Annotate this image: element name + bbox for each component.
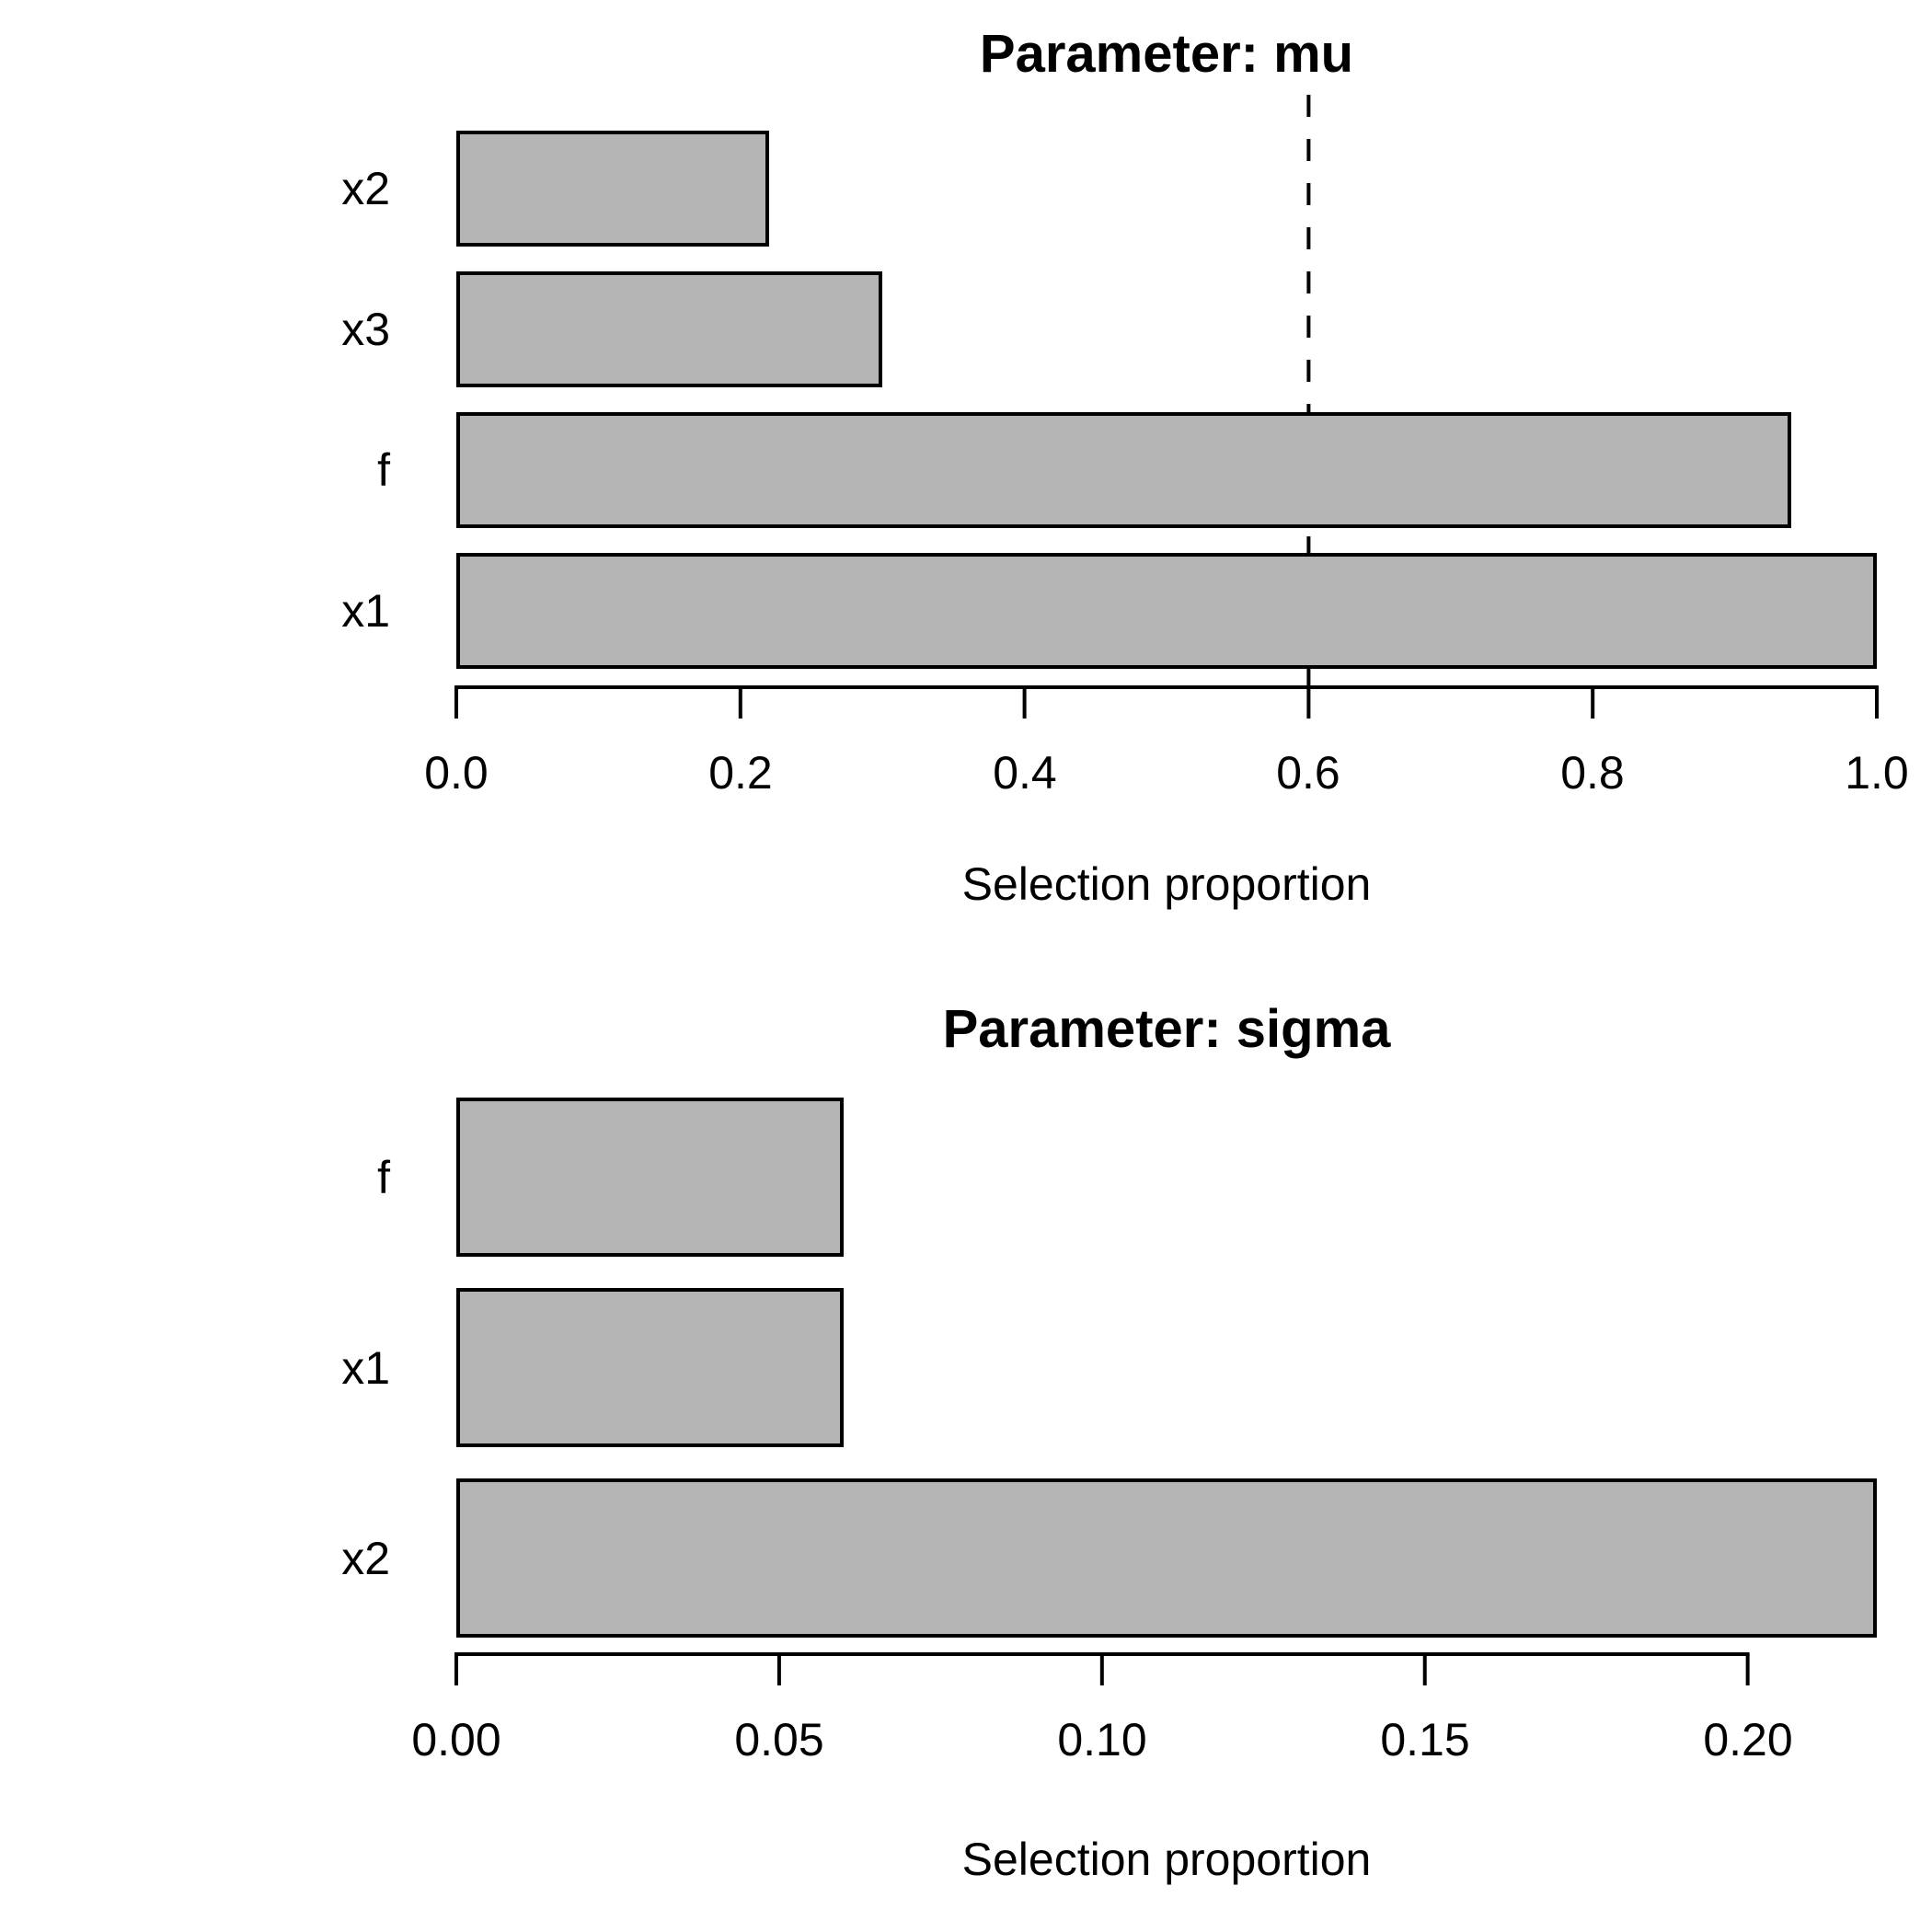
x-tick-label-0.20: 0.20: [1703, 1714, 1793, 1765]
x-tick-label-0.00: 0.00: [411, 1714, 501, 1765]
category-label-x2: x2: [341, 163, 390, 214]
category-label-f: f: [377, 444, 390, 496]
x-tick-label-0.8: 0.8: [1560, 747, 1625, 799]
x-tick-label-0.0: 0.0: [424, 747, 489, 799]
category-label-f: f: [377, 1152, 390, 1203]
x-tick-label-0.10: 0.10: [1057, 1714, 1147, 1765]
x-tick-label-1.0: 1.0: [1845, 747, 1909, 799]
chart-sigma-title: Parameter: sigma: [942, 999, 1391, 1059]
bar-x2: [456, 1478, 1877, 1638]
x-tick-label-0.4: 0.4: [993, 747, 1057, 799]
category-label-x3: x3: [341, 304, 390, 355]
x-tick-label-0.15: 0.15: [1380, 1714, 1470, 1765]
chart-mu-xaxis-title: Selection proportion: [961, 858, 1372, 910]
x-tick-label-0.05: 0.05: [734, 1714, 824, 1765]
chart-mu-title: Parameter: mu: [979, 24, 1354, 84]
category-label-x1: x1: [341, 1342, 390, 1394]
category-label-x2: x2: [341, 1533, 390, 1584]
bar-x1: [456, 1288, 844, 1447]
bar-x3: [456, 271, 882, 387]
category-label-x1: x1: [341, 585, 390, 637]
bar-x2: [456, 131, 769, 247]
bar-f: [456, 412, 1791, 528]
x-tick-label-0.2: 0.2: [708, 747, 773, 799]
bar-x1: [456, 553, 1877, 669]
bar-f: [456, 1098, 844, 1257]
x-tick-label-0.6: 0.6: [1276, 747, 1340, 799]
chart-sigma-xaxis-title: Selection proportion: [961, 1834, 1372, 1885]
